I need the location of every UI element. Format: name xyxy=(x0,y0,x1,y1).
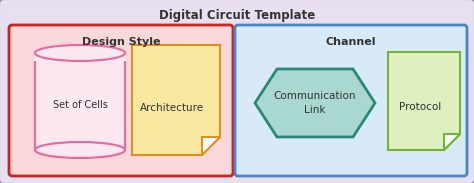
Text: Channel: Channel xyxy=(326,37,376,47)
Text: Communication
Link: Communication Link xyxy=(274,91,356,115)
Polygon shape xyxy=(444,134,460,150)
Polygon shape xyxy=(132,45,220,155)
Polygon shape xyxy=(34,53,126,61)
Polygon shape xyxy=(255,69,375,137)
Text: Architecture: Architecture xyxy=(140,103,204,113)
Text: Digital Circuit Template: Digital Circuit Template xyxy=(159,10,315,23)
Text: Set of Cells: Set of Cells xyxy=(53,100,108,111)
FancyBboxPatch shape xyxy=(235,25,467,176)
Ellipse shape xyxy=(35,142,125,158)
Polygon shape xyxy=(35,53,125,150)
FancyBboxPatch shape xyxy=(9,25,233,176)
Ellipse shape xyxy=(35,45,125,61)
Polygon shape xyxy=(388,52,460,150)
Text: Design Style: Design Style xyxy=(82,37,160,47)
Polygon shape xyxy=(202,137,220,155)
Text: Protocol: Protocol xyxy=(399,102,441,112)
